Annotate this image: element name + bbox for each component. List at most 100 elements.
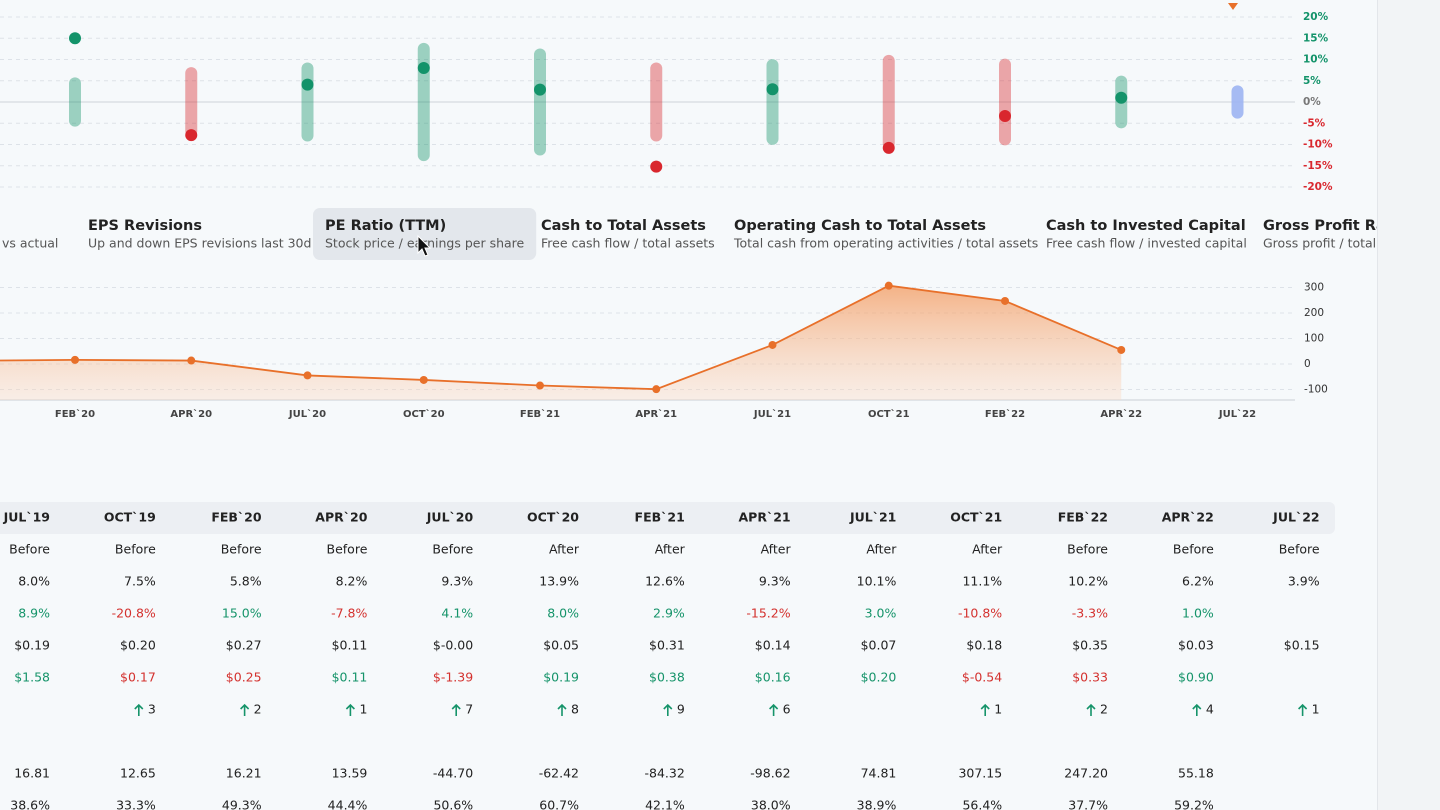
table-cell: -10.8% [958, 606, 1002, 621]
tab-title[interactable]: EPS Revisions [88, 218, 202, 234]
tab-title[interactable]: Cash to Invested Capital [1046, 218, 1246, 234]
table-cell: 1.0% [1182, 606, 1214, 621]
y-tick-label: -15% [1303, 160, 1333, 172]
table-cell: 2 [1100, 702, 1108, 717]
table-cell: -15.2% [746, 606, 790, 621]
table-cell: 3.9% [1288, 574, 1320, 589]
table-cell: $0.11 [332, 670, 368, 685]
table-cell: 2.9% [653, 606, 685, 621]
table-cell: 3 [148, 702, 156, 717]
up-arrow [345, 703, 355, 716]
column-header: APR`20 [315, 510, 367, 525]
table-cell: 10.1% [857, 574, 897, 589]
table-cell: $0.18 [966, 638, 1002, 653]
point [71, 355, 79, 364]
tab-subtitle[interactable]: Free cash flow / invested capital [1046, 236, 1247, 251]
actual-dot [69, 32, 81, 45]
column-header: FEB`21 [635, 510, 685, 525]
actual-dot [999, 110, 1011, 123]
actual-dot [417, 62, 430, 74]
table-cell: -98.62 [750, 766, 790, 781]
point [1117, 345, 1126, 354]
x-tick-label: APR`22 [1100, 408, 1142, 420]
table-cell: $0.03 [1178, 638, 1214, 653]
x-tick-label: JUL`22 [1218, 408, 1256, 420]
tab-title[interactable]: PE Ratio (TTM) [325, 218, 446, 234]
table-cell: After [972, 542, 1003, 557]
table-cell: Before [1067, 542, 1108, 557]
tab-subtitle[interactable]: Free cash flow / total assets [541, 236, 715, 251]
table-cell: 4.1% [441, 606, 473, 621]
tab-title[interactable]: Operating Cash to Total Assets [734, 218, 986, 234]
range-bar [766, 59, 779, 145]
up-arrow [769, 703, 779, 716]
table-cell: $1.58 [14, 670, 50, 685]
table-cell: 1 [1312, 702, 1320, 717]
up-arrow [240, 703, 250, 716]
column-header: OCT`19 [104, 510, 156, 525]
range-bar [1231, 85, 1244, 119]
table-cell: After [761, 542, 792, 557]
table-cell: 7.5% [124, 574, 156, 589]
table-cell: 5.8% [230, 574, 262, 589]
x-tick-label: FEB`21 [520, 408, 560, 420]
column-header: JUL`19 [3, 510, 50, 525]
y-tick-label: 10% [1303, 54, 1329, 66]
table-cell: 38.9% [857, 798, 897, 810]
table-cell: Before [115, 542, 156, 557]
table-cell: 56.4% [962, 798, 1002, 810]
y-tick-label: 5% [1303, 75, 1321, 87]
table-cell: 7 [465, 702, 473, 717]
table-cell: 1 [994, 702, 1002, 717]
table-cell: -3.3% [1072, 606, 1108, 621]
y-tick-label: 0% [1303, 96, 1321, 108]
table-cell: $0.38 [649, 670, 685, 685]
table-cell: 16.21 [226, 766, 262, 781]
table-cell: $0.90 [1178, 670, 1214, 685]
table-cell: $0.35 [1072, 638, 1108, 653]
tab-subtitle[interactable]: Stock price / earnings per share [325, 236, 525, 251]
y-tick-label: -20% [1303, 181, 1333, 193]
table-cell: $0.19 [543, 670, 579, 685]
table-cell: -7.8% [331, 606, 367, 621]
table-cell: $0.16 [755, 670, 791, 685]
up-arrow [134, 703, 144, 716]
table-cell: Before [1173, 542, 1214, 557]
tab-subtitle[interactable]: vs actual [2, 236, 58, 251]
y-tick-label: -100 [1304, 384, 1328, 396]
table-cell: Before [1279, 542, 1320, 557]
tab-subtitle[interactable]: Total cash from operating activities / t… [733, 236, 1038, 251]
table-cell: $-1.39 [433, 670, 473, 685]
table-cell: 16.81 [14, 766, 50, 781]
table-cell: 15.0% [222, 606, 262, 621]
table-cell: $0.31 [649, 638, 685, 653]
tab-title[interactable]: Cash to Total Assets [541, 218, 706, 234]
x-tick-label: JUL`21 [753, 408, 791, 420]
table-cell: 1 [359, 702, 367, 717]
table-cell: After [549, 542, 580, 557]
table-cell: $0.25 [226, 670, 262, 685]
table-cell: $0.07 [861, 638, 897, 653]
table-cell: 60.7% [539, 798, 579, 810]
table-cell: $0.20 [120, 638, 156, 653]
table-cell: 74.81 [861, 766, 897, 781]
table-cell: 44.4% [328, 798, 368, 810]
table-cell: $0.20 [861, 670, 897, 685]
area-fill [0, 285, 1122, 400]
up-arrow [557, 703, 567, 716]
table-cell: 3.0% [865, 606, 897, 621]
point [536, 381, 544, 390]
table-cell: 10.2% [1068, 574, 1108, 589]
table-cell: 8.0% [18, 574, 50, 589]
up-arrow [663, 703, 673, 716]
point [768, 340, 777, 349]
up-arrow [451, 703, 461, 716]
x-tick-label: JUL`20 [288, 408, 326, 420]
table-cell: 12.6% [645, 574, 685, 589]
tab-title[interactable]: Gross Profit Ratio [1263, 218, 1408, 234]
table-cell: 6.2% [1182, 574, 1214, 589]
column-header: JUL`21 [849, 510, 896, 525]
y-tick-label: 0 [1304, 358, 1311, 370]
table-cell: $0.14 [755, 638, 791, 653]
tab-subtitle[interactable]: Up and down EPS revisions last 30d [88, 236, 311, 251]
